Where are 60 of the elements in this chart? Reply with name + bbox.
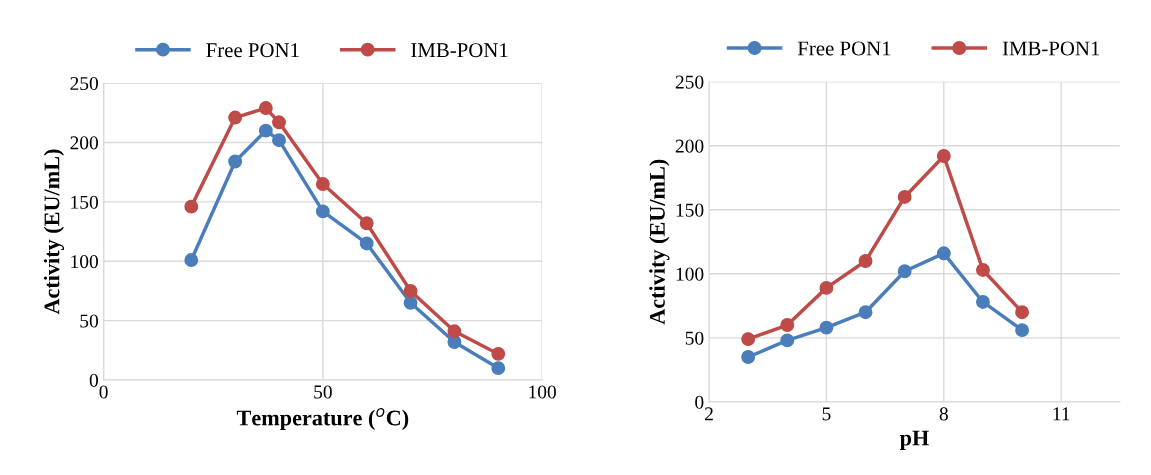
y-tick-label: 250 — [70, 76, 98, 91]
point — [741, 332, 756, 347]
y-tick-label: 100 — [71, 255, 98, 269]
point — [359, 236, 374, 251]
x-tick-label: 5 — [822, 407, 831, 421]
x-tick-label: 11 — [1053, 407, 1070, 421]
point — [228, 110, 243, 125]
point — [819, 320, 834, 335]
y-tick-label: 200 — [675, 139, 704, 153]
legend-label: IMB-PON1 — [411, 43, 508, 58]
point — [858, 254, 873, 268]
point — [403, 283, 418, 298]
x-tick-label: 50 — [314, 385, 332, 399]
point — [780, 318, 795, 332]
x-tick-label: 8 — [939, 407, 948, 421]
x-tick-label: 0 — [99, 385, 108, 399]
point — [491, 346, 506, 361]
y-tick-label: 50 — [685, 331, 704, 345]
point — [184, 253, 199, 268]
y-tick-label: 100 — [676, 267, 704, 281]
x-axis-title: pH — [899, 430, 929, 451]
y-tick-label: 0 — [695, 395, 704, 409]
point — [359, 216, 374, 231]
point — [315, 177, 330, 192]
point — [315, 204, 330, 219]
point — [741, 350, 756, 364]
point — [819, 280, 834, 295]
x-tick-label: 100 — [529, 385, 556, 399]
legend-label: IMB-PON1 — [1002, 41, 1100, 56]
point — [272, 115, 286, 130]
point — [897, 190, 912, 204]
point — [858, 305, 873, 320]
point — [447, 324, 462, 339]
y-tick-label: 200 — [70, 136, 98, 150]
point — [184, 199, 199, 214]
legend-label: Free PON1 — [206, 43, 299, 58]
point — [258, 101, 273, 116]
point — [258, 123, 273, 138]
point — [936, 149, 951, 163]
y-tick-label: 150 — [71, 195, 98, 209]
y-tick-label: 50 — [80, 314, 98, 328]
legend-label: Free PON1 — [797, 41, 891, 56]
point — [976, 263, 990, 277]
y-tick-label: 250 — [675, 75, 704, 89]
point — [228, 154, 243, 169]
point — [936, 246, 951, 261]
x-axis-title: Temperature ($^{o}$C) — [236, 408, 409, 430]
point — [491, 361, 506, 376]
point — [897, 264, 912, 279]
point — [976, 295, 990, 309]
point — [403, 295, 418, 310]
y-axis-title: Activity (EU/mL) — [43, 149, 65, 315]
point — [780, 333, 795, 348]
y-tick-label: 0 — [89, 373, 98, 387]
y-tick-label: 150 — [676, 203, 704, 217]
point — [1015, 305, 1030, 320]
point — [1015, 323, 1030, 338]
y-axis-title: Activity (EU/mL) — [649, 159, 670, 325]
x-tick-label: 2 — [705, 407, 713, 421]
point — [272, 133, 286, 148]
